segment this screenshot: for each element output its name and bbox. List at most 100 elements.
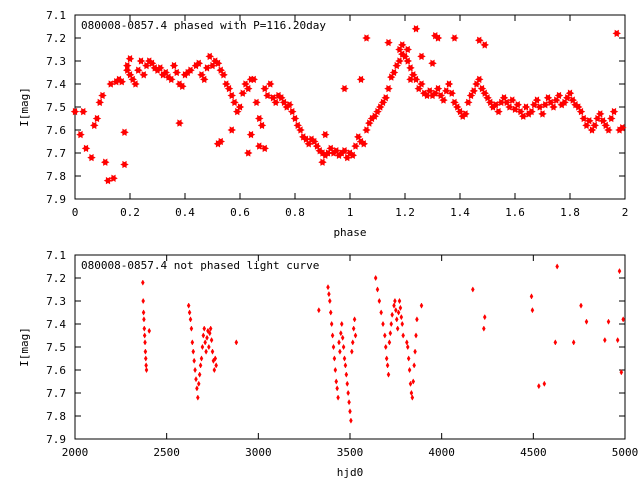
data-point [553, 339, 558, 346]
data-point [255, 142, 264, 150]
data-point [191, 348, 196, 355]
data-point [384, 355, 389, 362]
data-point [209, 336, 214, 344]
x-tick-label: 1.4 [450, 206, 470, 219]
data-point [530, 307, 535, 314]
data-point [120, 160, 129, 169]
data-point [527, 107, 536, 116]
data-point [194, 376, 198, 383]
y-tick-label: 7.2 [46, 272, 66, 285]
y-axis-title: I[mag] [18, 327, 31, 367]
data-point [144, 362, 148, 369]
data-point [554, 91, 564, 100]
data-point [350, 348, 354, 355]
data-point [227, 126, 236, 134]
data-point [390, 311, 394, 318]
data-point [555, 263, 559, 270]
data-point [433, 84, 443, 93]
data-point [260, 144, 269, 153]
data-point [461, 110, 470, 118]
data-point [444, 80, 454, 88]
data-point [139, 71, 148, 79]
data-point [333, 366, 338, 374]
data-point [252, 98, 261, 107]
y-tick-label: 7.1 [46, 9, 66, 22]
data-point [230, 98, 239, 107]
data-point [206, 327, 210, 335]
data-point [296, 126, 305, 134]
data-point [428, 59, 437, 67]
data-point [123, 61, 132, 70]
data-point [419, 302, 424, 309]
data-point [475, 36, 484, 44]
data-point [196, 394, 200, 401]
data-point [607, 114, 616, 123]
data-point [193, 366, 197, 374]
y-tick-label: 7.3 [46, 55, 66, 68]
data-point [195, 385, 199, 392]
x-tick-label: 0.2 [120, 206, 140, 219]
data-point [285, 101, 294, 109]
x-tick-label: 4000 [428, 446, 455, 459]
data-point [406, 64, 415, 72]
x-axis-title: hjd0 [337, 466, 364, 479]
data-point [192, 357, 196, 364]
data-point [334, 378, 339, 385]
y-tick-label: 7.2 [46, 32, 66, 45]
data-point [147, 327, 152, 335]
data-point [408, 380, 413, 387]
data-point [482, 325, 486, 332]
data-points [70, 25, 627, 185]
x-tick-label: 0.6 [230, 206, 250, 219]
data-point [413, 348, 417, 355]
data-point [356, 75, 366, 84]
data-point [411, 25, 421, 33]
data-point [90, 121, 99, 130]
data-point [134, 66, 143, 74]
data-point [144, 366, 149, 374]
data-point [412, 362, 416, 369]
data-point [142, 332, 147, 339]
unphased-light-curve-chart: 080008-0857.4 not phased light curve hjd… [18, 249, 638, 479]
data-point [203, 339, 207, 346]
data-point [409, 389, 414, 397]
data-point [186, 302, 191, 309]
data-point [379, 309, 383, 316]
data-point [329, 320, 334, 328]
data-point [579, 114, 588, 123]
data-point [351, 325, 356, 332]
data-point [615, 336, 620, 344]
data-point [186, 66, 195, 74]
x-tick-label: 0.8 [285, 206, 305, 219]
data-point [405, 339, 409, 346]
data-point [606, 318, 611, 325]
data-point [417, 80, 426, 88]
data-point [406, 355, 411, 362]
data-point [194, 59, 203, 67]
data-point [393, 297, 397, 305]
data-point [335, 385, 339, 392]
data-point [338, 348, 342, 355]
axis-ticks: 2000 2500 3000 3500 4000 4500 5000 7.1 7.2 7.3 7.4… [46, 249, 638, 459]
data-point [389, 320, 394, 328]
y-tick-label: 7.6 [46, 364, 66, 377]
data-point [513, 101, 522, 109]
data-point [210, 348, 215, 355]
data-point [321, 130, 330, 139]
data-point [406, 75, 415, 84]
data-point [400, 320, 405, 328]
data-point [395, 57, 404, 65]
x-tick-label: 2 [622, 206, 629, 219]
data-point [609, 107, 619, 116]
data-point [328, 309, 333, 316]
data-point [415, 316, 419, 323]
data-point [87, 153, 96, 162]
data-point [257, 121, 267, 130]
data-point [76, 130, 85, 139]
data-point [362, 126, 371, 134]
data-point [535, 103, 544, 111]
data-point [207, 330, 212, 337]
data-point [381, 320, 385, 328]
data-point [491, 101, 500, 109]
data-point [450, 34, 459, 42]
